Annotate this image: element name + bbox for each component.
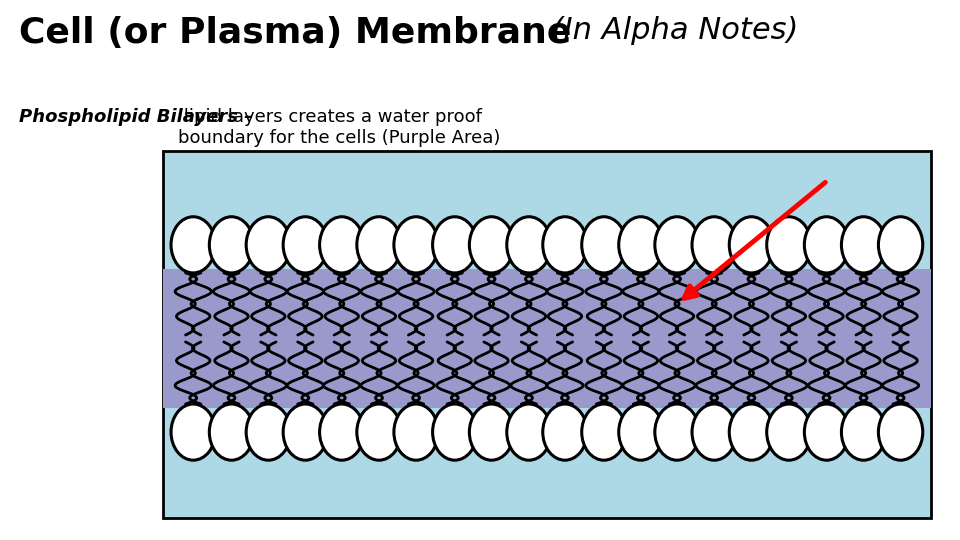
Bar xyxy=(163,151,931,518)
Ellipse shape xyxy=(246,404,291,460)
Ellipse shape xyxy=(878,404,923,460)
Ellipse shape xyxy=(542,404,588,460)
Ellipse shape xyxy=(209,404,253,460)
Ellipse shape xyxy=(433,217,477,273)
Bar xyxy=(163,269,931,408)
Text: (In Alpha Notes): (In Alpha Notes) xyxy=(542,16,799,45)
Ellipse shape xyxy=(692,217,736,273)
Ellipse shape xyxy=(841,217,886,273)
Ellipse shape xyxy=(283,217,327,273)
Ellipse shape xyxy=(394,404,439,460)
Ellipse shape xyxy=(767,404,811,460)
Ellipse shape xyxy=(507,404,551,460)
Ellipse shape xyxy=(804,404,849,460)
Ellipse shape xyxy=(283,404,327,460)
Ellipse shape xyxy=(171,217,215,273)
Ellipse shape xyxy=(655,404,699,460)
Text: Cell (or Plasma) Membrane: Cell (or Plasma) Membrane xyxy=(19,16,571,50)
Ellipse shape xyxy=(655,217,699,273)
Ellipse shape xyxy=(582,217,626,273)
Ellipse shape xyxy=(320,404,364,460)
Text: Phospholipid Bilayers –: Phospholipid Bilayers – xyxy=(19,108,253,126)
Ellipse shape xyxy=(804,217,849,273)
Ellipse shape xyxy=(692,404,736,460)
Ellipse shape xyxy=(394,217,439,273)
Ellipse shape xyxy=(357,217,401,273)
Ellipse shape xyxy=(357,404,401,460)
Ellipse shape xyxy=(433,404,477,460)
Ellipse shape xyxy=(619,217,663,273)
Ellipse shape xyxy=(767,217,811,273)
Ellipse shape xyxy=(582,404,626,460)
Ellipse shape xyxy=(469,217,514,273)
Ellipse shape xyxy=(542,217,588,273)
Ellipse shape xyxy=(246,217,291,273)
Text: lipid layers creates a water proof
boundary for the cells (Purple Area): lipid layers creates a water proof bound… xyxy=(178,108,500,147)
Ellipse shape xyxy=(878,217,923,273)
Ellipse shape xyxy=(171,404,215,460)
Ellipse shape xyxy=(469,404,514,460)
Ellipse shape xyxy=(730,217,774,273)
Ellipse shape xyxy=(619,404,663,460)
Ellipse shape xyxy=(320,217,364,273)
Ellipse shape xyxy=(730,404,774,460)
Ellipse shape xyxy=(841,404,886,460)
Ellipse shape xyxy=(209,217,253,273)
Ellipse shape xyxy=(507,217,551,273)
